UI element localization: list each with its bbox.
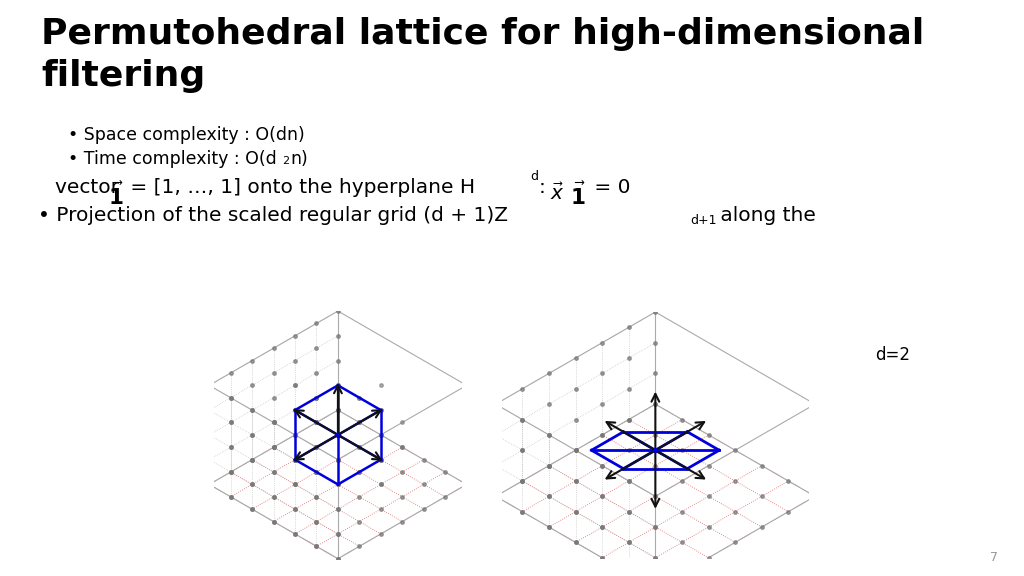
Text: :: : xyxy=(539,178,552,197)
Text: d+1: d+1 xyxy=(690,214,717,227)
Text: Permutohedral lattice for high-dimensional
filtering: Permutohedral lattice for high-dimension… xyxy=(41,17,925,93)
Text: $\vec{\mathbf{1}}$: $\vec{\mathbf{1}}$ xyxy=(108,182,124,209)
Text: = [1, …, 1] onto the hyperplane H: = [1, …, 1] onto the hyperplane H xyxy=(124,178,475,197)
Text: • Time complexity : O(d: • Time complexity : O(d xyxy=(68,150,276,168)
Text: • Projection of the scaled regular grid (d + 1)Z: • Projection of the scaled regular grid … xyxy=(38,206,508,225)
Text: $\vec{x}$: $\vec{x}$ xyxy=(550,182,564,203)
Text: = 0: = 0 xyxy=(588,178,631,197)
Text: 7: 7 xyxy=(990,551,998,564)
Text: $\vec{\mathbf{1}}$: $\vec{\mathbf{1}}$ xyxy=(570,182,587,209)
Text: • Space complexity : O(dn): • Space complexity : O(dn) xyxy=(68,126,305,144)
Text: n): n) xyxy=(290,150,308,168)
Text: d: d xyxy=(530,170,538,183)
Text: d=2: d=2 xyxy=(876,346,910,363)
Text: 2: 2 xyxy=(282,156,289,166)
Text: along the: along the xyxy=(714,206,816,225)
Text: vector: vector xyxy=(55,178,125,197)
